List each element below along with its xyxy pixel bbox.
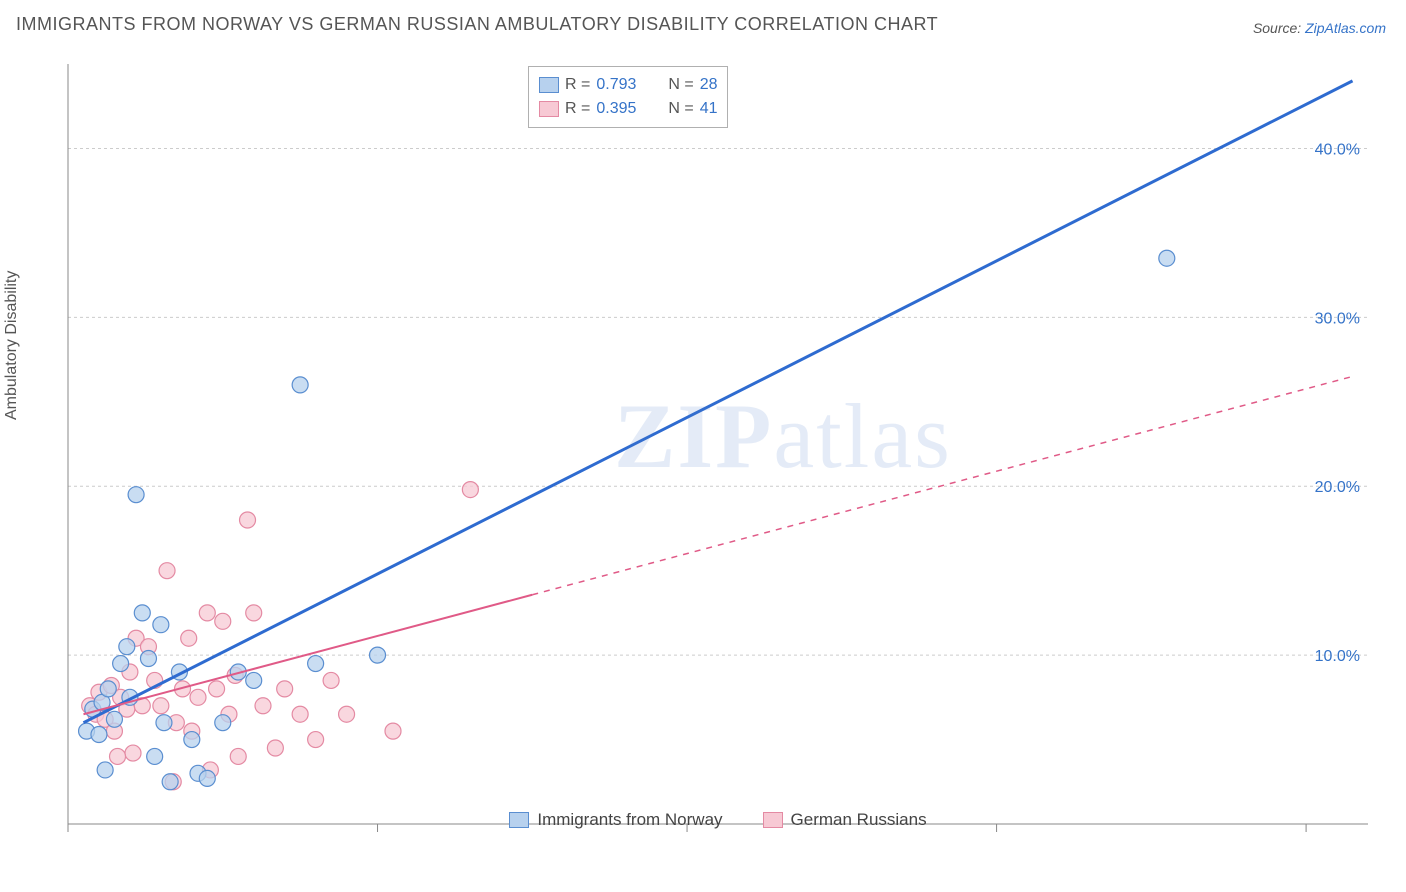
data-point (240, 512, 256, 528)
data-point (246, 672, 262, 688)
legend-n-value: 28 (700, 76, 718, 94)
legend-r-value: 0.395 (596, 100, 652, 118)
data-point (125, 745, 141, 761)
legend-r-value: 0.793 (596, 76, 652, 94)
y-tick-label: 20.0% (1315, 479, 1360, 496)
chart-title: IMMIGRANTS FROM NORWAY VS GERMAN RUSSIAN… (16, 14, 938, 35)
data-point (91, 726, 107, 742)
legend-r-label: R = (565, 76, 590, 94)
data-point (323, 672, 339, 688)
regression-line-extrapolated (532, 376, 1352, 594)
data-point (106, 711, 122, 727)
data-point (255, 698, 271, 714)
data-point (277, 681, 293, 697)
source-label: Source: (1253, 20, 1301, 36)
data-point (119, 639, 135, 655)
data-point (292, 377, 308, 393)
scatter-chart-svg: 10.0%20.0%30.0%40.0%0.0%40.0% (48, 54, 1388, 834)
data-point (462, 482, 478, 498)
data-point (153, 698, 169, 714)
data-point (110, 748, 126, 764)
data-point (147, 748, 163, 764)
legend-row: R = 0.793 N = 28 (539, 73, 717, 97)
legend-item: German Russians (763, 810, 927, 830)
y-tick-label: 10.0% (1315, 648, 1360, 665)
legend-item-label: Immigrants from Norway (537, 810, 722, 830)
data-point (181, 630, 197, 646)
y-tick-label: 40.0% (1315, 141, 1360, 158)
source-link[interactable]: ZipAtlas.com (1305, 20, 1386, 36)
legend-n-label: N = (668, 76, 693, 94)
data-point (370, 647, 386, 663)
legend-swatch (539, 77, 559, 93)
correlation-legend: R = 0.793 N = 28 R = 0.395 N = 41 (528, 66, 728, 128)
data-point (128, 487, 144, 503)
data-point (97, 762, 113, 778)
data-point (153, 617, 169, 633)
data-point (199, 605, 215, 621)
data-point (230, 748, 246, 764)
data-point (308, 732, 324, 748)
data-point (292, 706, 308, 722)
data-point (140, 650, 156, 666)
data-point (162, 774, 178, 790)
data-point (190, 689, 206, 705)
y-axis-label: Ambulatory Disability (3, 271, 21, 420)
data-point (113, 656, 129, 672)
data-point (199, 770, 215, 786)
legend-item: Immigrants from Norway (509, 810, 722, 830)
data-point (156, 715, 172, 731)
data-point (215, 613, 231, 629)
data-point (1159, 250, 1175, 266)
data-point (246, 605, 262, 621)
legend-r-label: R = (565, 100, 590, 118)
data-point (308, 656, 324, 672)
data-point (134, 605, 150, 621)
legend-n-label: N = (668, 100, 693, 118)
regression-line (83, 81, 1352, 723)
legend-row: R = 0.395 N = 41 (539, 97, 717, 121)
series-legend: Immigrants from Norway German Russians (48, 810, 1388, 830)
data-point (184, 732, 200, 748)
chart-area: 10.0%20.0%30.0%40.0%0.0%40.0% R =0.793N … (48, 54, 1388, 834)
legend-swatch (763, 812, 783, 828)
legend-swatch (539, 101, 559, 117)
source-attribution: Source: ZipAtlas.com (1253, 20, 1386, 36)
data-point (159, 563, 175, 579)
data-point (100, 681, 116, 697)
data-point (267, 740, 283, 756)
legend-item-label: German Russians (791, 810, 927, 830)
data-point (215, 715, 231, 731)
data-point (385, 723, 401, 739)
data-point (209, 681, 225, 697)
legend-swatch (509, 812, 529, 828)
data-point (339, 706, 355, 722)
y-tick-label: 30.0% (1315, 310, 1360, 327)
legend-n-value: 41 (700, 100, 718, 118)
